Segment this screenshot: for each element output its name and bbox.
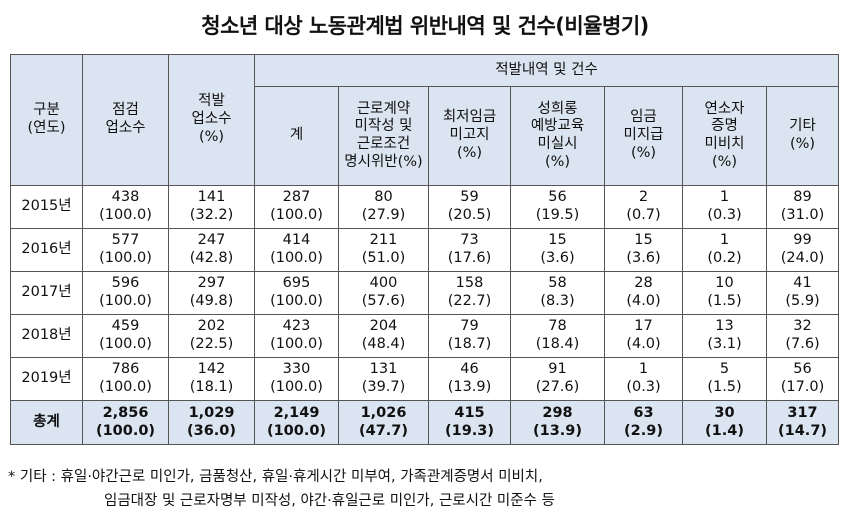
table-cell: 91 (27.6) xyxy=(510,357,605,401)
table-cell: 202 (22.5) xyxy=(168,314,255,358)
table-cell: 287 (100.0) xyxy=(254,185,339,229)
table-cell: 2,149 (100.0) xyxy=(254,400,339,445)
table-cell: 438 (100.0) xyxy=(82,185,169,229)
row-label: 2019년 xyxy=(10,357,83,401)
table-cell: 695 (100.0) xyxy=(254,271,339,315)
table-cell: 142 (18.1) xyxy=(168,357,255,401)
table-cell: 414 (100.0) xyxy=(254,228,339,272)
row-label: 2018년 xyxy=(10,314,83,358)
table-row: 2018년 459 (100.0) 202 (22.5) 423 (100.0) 204 (48… xyxy=(10,314,840,358)
footnote-line-1: * 기타 : 휴일·야간근로 미인가, 금품청산, 휴일·휴게시간 미부여, 가… xyxy=(8,469,543,485)
row-label: 총계 xyxy=(10,400,83,445)
table-cell: 28 (4.0) xyxy=(604,271,683,315)
table-cell: 30 (1.4) xyxy=(682,400,767,445)
table-cell: 1 (0.2) xyxy=(682,228,767,272)
table-cell: 596 (100.0) xyxy=(82,271,169,315)
table-cell: 2,856 (100.0) xyxy=(82,400,169,445)
header-violating: 적발 업소수 (%) xyxy=(168,54,255,186)
page-title: 청소년 대상 노동관계법 위반내역 및 건수(비율병기) xyxy=(201,14,649,38)
table-cell: 73 (17.6) xyxy=(428,228,511,272)
table-cell: 59 (20.5) xyxy=(428,185,511,229)
table-cell: 10 (1.5) xyxy=(682,271,767,315)
table-cell: 141 (32.2) xyxy=(168,185,255,229)
header-harassment-edu: 성희롱 예방교육 미실시 (%) xyxy=(510,86,605,186)
table-row: 2017년 596 (100.0) 297 (49.8) 695 (100.0) 400 (57… xyxy=(10,271,840,315)
table-cell: 89 (31.0) xyxy=(765,185,840,229)
header-minor-cert: 연소자 증명 미비치 (%) xyxy=(682,86,767,186)
table-cell: 211 (51.0) xyxy=(338,228,429,272)
header-etc: 기타 (%) xyxy=(765,86,840,186)
table-body: 2015년 438 (100.0) 141 (32.2) 287 (100.0) 80 (27.… xyxy=(10,185,840,445)
table-cell: 158 (22.7) xyxy=(428,271,511,315)
header-category: 구분 (연도) xyxy=(10,54,83,186)
table-cell: 17 (4.0) xyxy=(604,314,683,358)
row-label: 2015년 xyxy=(10,185,83,229)
table-cell: 79 (18.7) xyxy=(428,314,511,358)
table-cell: 204 (48.4) xyxy=(338,314,429,358)
table-cell: 1 (0.3) xyxy=(682,185,767,229)
header-contract: 근로계약 미작성 및 근로조건 명시위반(%) xyxy=(338,86,429,186)
table-header: 구분 (연도) 점검 업소수 적발 업소수 (%) 적발내역 및 건수 계 근로계약 미작성… xyxy=(10,54,840,186)
table-cell: 330 (100.0) xyxy=(254,357,339,401)
header-inspected: 점검 업소수 xyxy=(82,54,169,186)
table-cell: 786 (100.0) xyxy=(82,357,169,401)
footnote-line-2: 임금대장 및 근로자명부 미작성, 야간·휴일근로 미인가, 근로시간 미준수 … xyxy=(104,493,555,509)
table-cell: 298 (13.9) xyxy=(510,400,605,445)
table-cell: 1,029 (36.0) xyxy=(168,400,255,445)
table-cell: 15 (3.6) xyxy=(510,228,605,272)
header-unpaid-wage: 임금 미지급 (%) xyxy=(604,86,683,186)
header-total: 계 xyxy=(254,86,339,186)
total-row: 총계 2,856 (100.0) 1,029 (36.0) 2,149 (100.0) 1,0… xyxy=(10,400,840,445)
table-cell: 15 (3.6) xyxy=(604,228,683,272)
table-cell: 1,026 (47.7) xyxy=(338,400,429,445)
table-cell: 459 (100.0) xyxy=(82,314,169,358)
table-cell: 63 (2.9) xyxy=(604,400,683,445)
table-cell: 56 (19.5) xyxy=(510,185,605,229)
table-cell: 56 (17.0) xyxy=(765,357,840,401)
table-row: 2019년 786 (100.0) 142 (18.1) 330 (100.0) 131 (39… xyxy=(10,357,840,401)
header-violation-group: 적발내역 및 건수 xyxy=(253,54,840,87)
table-cell: 1 (0.3) xyxy=(604,357,683,401)
table-cell: 78 (18.4) xyxy=(510,314,605,358)
table-cell: 423 (100.0) xyxy=(254,314,339,358)
table-cell: 400 (57.6) xyxy=(338,271,429,315)
row-label: 2017년 xyxy=(10,271,83,315)
table-cell: 317 (14.7) xyxy=(765,400,840,445)
table-cell: 46 (13.9) xyxy=(428,357,511,401)
table-cell: 41 (5.9) xyxy=(765,271,840,315)
table-cell: 58 (8.3) xyxy=(510,271,605,315)
table-cell: 297 (49.8) xyxy=(168,271,255,315)
table-cell: 80 (27.9) xyxy=(338,185,429,229)
row-label: 2016년 xyxy=(10,228,83,272)
table-cell: 2 (0.7) xyxy=(604,185,683,229)
table-cell: 415 (19.3) xyxy=(428,400,511,445)
table-cell: 32 (7.6) xyxy=(765,314,840,358)
table-cell: 5 (1.5) xyxy=(682,357,767,401)
table-cell: 247 (42.8) xyxy=(168,228,255,272)
table-cell: 13 (3.1) xyxy=(682,314,767,358)
violation-table: 구분 (연도) 점검 업소수 적발 업소수 (%) 적발내역 및 건수 계 근로계약 미작성… xyxy=(10,54,840,445)
table-cell: 577 (100.0) xyxy=(82,228,169,272)
table-row: 2016년 577 (100.0) 247 (42.8) 414 (100.0) 211 (51… xyxy=(10,228,840,272)
table-row: 2015년 438 (100.0) 141 (32.2) 287 (100.0) 80 (27.… xyxy=(10,185,840,229)
table-cell: 131 (39.7) xyxy=(338,357,429,401)
footnote: * 기타 : 휴일·야간근로 미인가, 금품청산, 휴일·휴게시간 미부여, 가… xyxy=(8,465,843,513)
table-cell: 99 (24.0) xyxy=(765,228,840,272)
header-min-wage: 최저임금 미고지 (%) xyxy=(428,86,511,186)
